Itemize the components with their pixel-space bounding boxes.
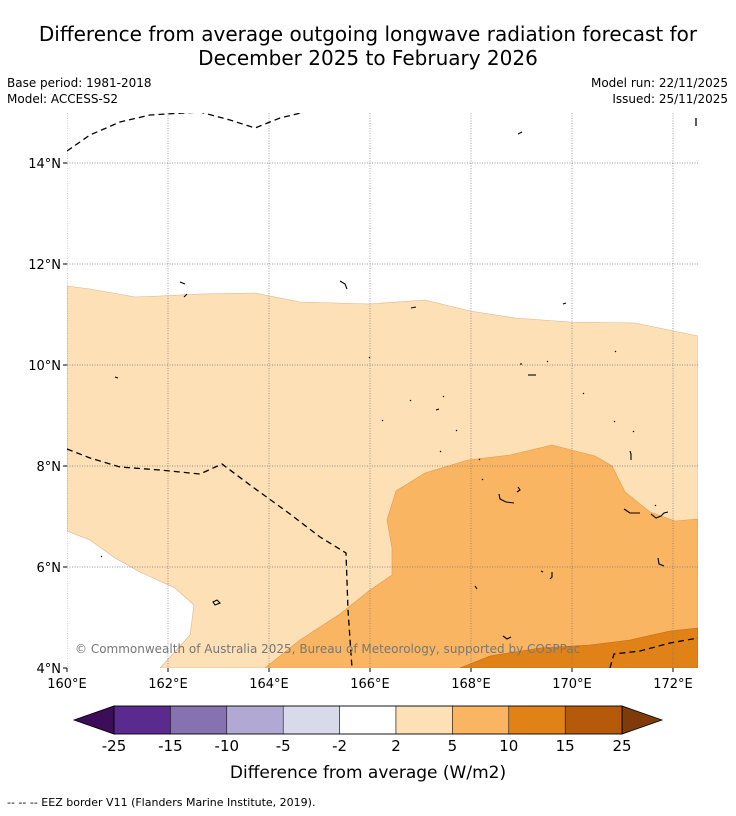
- issued-date: Issued: 25/11/2025: [612, 92, 728, 106]
- gridlines: [67, 113, 698, 668]
- colorbar-segment-5: [339, 705, 397, 735]
- title-line-2: December 2025 to February 2026: [198, 46, 538, 70]
- meta-right: Model run: 22/11/2025 Issued: 25/11/2025: [591, 75, 728, 107]
- islands: [100, 131, 669, 640]
- model-run: Model run: 22/11/2025: [590, 76, 728, 90]
- lon-label-160: 160°E: [47, 677, 87, 692]
- lat-label-10: 10°N: [28, 359, 61, 374]
- cb-tick-7: 5: [448, 737, 458, 755]
- cb-tick-1: -25: [102, 737, 127, 755]
- cb-tick-5: -2: [332, 737, 347, 755]
- cb-tick-2: -15: [158, 737, 183, 755]
- band-5-to-10: [264, 444, 698, 668]
- lon-label-170: 170°E: [552, 677, 592, 692]
- latitude-labels: 14°N 12°N 10°N 8°N 6°N 4°N: [28, 157, 61, 677]
- map-title: Difference from average outgoing longwav…: [0, 22, 736, 70]
- colorbar-under-arrow: [72, 705, 115, 735]
- cb-tick-3: -10: [215, 737, 240, 755]
- model-name: Model: ACCESS-S2: [7, 92, 119, 106]
- lon-label-166: 166°E: [350, 677, 390, 692]
- meta-left: Base period: 1981-2018 Model: ACCESS-S2: [7, 75, 152, 107]
- cb-tick-10: 25: [612, 737, 631, 755]
- colorbar-segment-6: [395, 705, 453, 735]
- colorbar-segment-7: [452, 705, 510, 735]
- colorbar-segment-3: [226, 705, 284, 735]
- colorbar-segment-1: [113, 705, 171, 735]
- lat-label-8: 8°N: [37, 460, 62, 475]
- lon-label-162: 162°E: [148, 677, 188, 692]
- colorbar-frame: [113, 705, 623, 735]
- cb-tick-4: -5: [276, 737, 291, 755]
- longitude-labels: 160°E 162°E 164°E 166°E 168°E 170°E 172°…: [47, 677, 693, 692]
- axis-ticks: [63, 162, 674, 672]
- lat-label-4: 4°N: [37, 662, 62, 677]
- copyright-notice: © Commonwealth of Australia 2025, Bureau…: [75, 642, 580, 656]
- colorbar-label: Difference from average (W/m2): [230, 763, 506, 783]
- cb-tick-6: 2: [391, 737, 401, 755]
- lat-label-6: 6°N: [37, 561, 62, 576]
- colorbar-over-arrow: [621, 705, 664, 735]
- lat-label-14: 14°N: [28, 157, 61, 172]
- cb-tick-9: 15: [556, 737, 575, 755]
- colorbar-segment-9: [564, 705, 623, 735]
- title-line-1: Difference from average outgoing longwav…: [38, 22, 698, 46]
- colorbar-segment-2: [170, 705, 228, 735]
- eez-legend: -- -- -- EEZ border V11 (Flanders Marine…: [7, 796, 316, 809]
- lon-label-164: 164°E: [249, 677, 289, 692]
- lat-label-12: 12°N: [28, 258, 61, 273]
- lon-label-172: 172°E: [653, 677, 693, 692]
- eez-borders: [67, 113, 698, 668]
- lon-label-168: 168°E: [451, 677, 491, 692]
- colorbar-tick-labels: -25 -15 -10 -5 -2 2 5 10 15 25: [102, 737, 632, 755]
- band-10-to-15: [459, 627, 698, 668]
- colorbar: -25 -15 -10 -5 -2 2 5 10 15 25 Differenc…: [72, 705, 664, 783]
- colorbar-segment-8: [508, 705, 566, 735]
- cb-tick-8: 10: [499, 737, 518, 755]
- colorbar-segment-4: [282, 705, 340, 735]
- map-area: © Commonwealth of Australia 2025, Bureau…: [67, 113, 698, 668]
- base-period: Base period: 1981-2018: [7, 76, 152, 90]
